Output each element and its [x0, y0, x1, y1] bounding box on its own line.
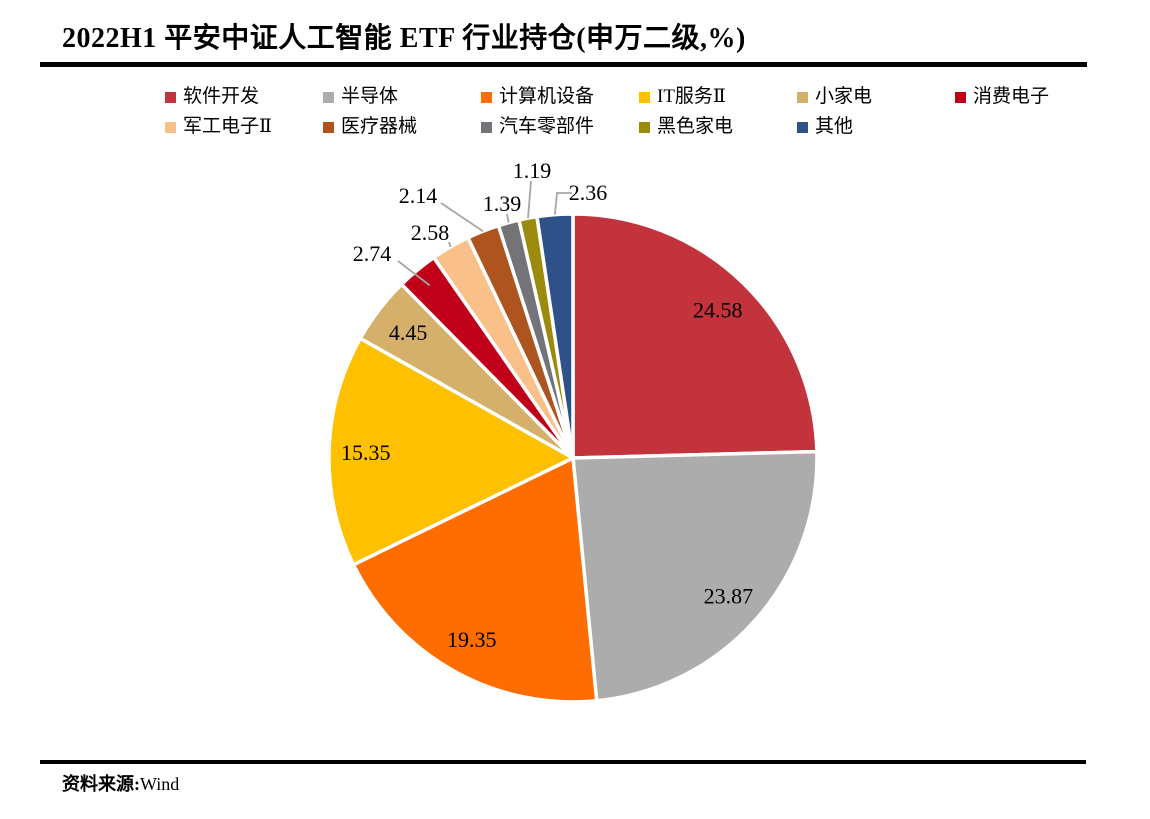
legend-marker-icon — [639, 91, 650, 103]
legend-item: IT服务Ⅱ — [639, 85, 797, 109]
legend-marker-icon — [323, 121, 334, 133]
chart-title: 2022H1 平安中证人工智能 ETF 行业持仓(申万二级,%) — [62, 23, 746, 54]
legend-item: 黑色家电 — [639, 115, 797, 139]
pie-value-label-0: 24.58 — [693, 297, 743, 322]
legend-marker-icon — [797, 91, 808, 103]
legend-label: 半导体 — [341, 86, 399, 107]
legend-item: 医疗器械 — [323, 115, 481, 139]
legend-marker-icon — [323, 91, 334, 103]
legend-marker-icon — [639, 121, 650, 133]
pie-value-label-2: 19.35 — [447, 627, 497, 652]
legend-item: 软件开发 — [165, 85, 323, 109]
legend-item: 计算机设备 — [481, 85, 639, 109]
legend-label: 汽车零部件 — [499, 116, 595, 137]
pie-slice-1 — [571, 449, 819, 703]
pie-value-label-4: 4.45 — [389, 320, 428, 345]
legend-item: 其他 — [797, 115, 955, 139]
title-divider — [40, 62, 1087, 67]
leader-line-5 — [397, 260, 431, 287]
legend-label: 小家电 — [815, 86, 873, 107]
legend-item: 半导体 — [323, 85, 481, 109]
pie-value-label-5: 2.74 — [353, 241, 392, 266]
pie-value-label-7: 2.14 — [399, 183, 438, 208]
legend-label: 软件开发 — [183, 86, 260, 107]
leader-line-7 — [440, 202, 484, 232]
pie-slice-3 — [327, 336, 575, 567]
legend-item: 军工电子Ⅱ — [165, 115, 323, 139]
legend-marker-icon — [481, 121, 492, 133]
legend-label: 军工电子Ⅱ — [183, 116, 272, 137]
pie-value-label-1: 23.87 — [704, 583, 754, 608]
pie-slice-0 — [571, 212, 819, 460]
footer-divider — [40, 760, 1086, 764]
legend-label: IT服务Ⅱ — [657, 86, 726, 107]
pie-value-label-8: 1.39 — [483, 191, 522, 216]
pie-value-label-10: 2.36 — [569, 180, 608, 205]
pie-slice-2 — [351, 456, 599, 704]
pie-value-label-9: 1.19 — [513, 158, 552, 183]
leader-line-8 — [506, 213, 510, 223]
source-note: 资料来源:Wind — [62, 770, 179, 796]
legend-item: 小家电 — [797, 85, 955, 109]
legend-label: 其他 — [815, 116, 854, 137]
leader-line-9 — [527, 180, 532, 219]
legend-label: 黑色家电 — [657, 116, 734, 137]
chart-legend-row-1: 软件开发 半导体 计算机设备 IT服务Ⅱ 小家电 消费电子 — [165, 85, 1113, 109]
legend-label: 计算机设备 — [499, 86, 595, 107]
legend-item: 汽车零部件 — [481, 115, 639, 139]
chart-legend-row-2: 军工电子Ⅱ 医疗器械 汽车零部件 黑色家电 其他 — [165, 115, 955, 139]
legend-marker-icon — [165, 91, 176, 103]
source-value: Wind — [140, 774, 180, 794]
leader-line-10 — [554, 192, 572, 215]
pie-value-label-3: 15.35 — [341, 440, 391, 465]
legend-item: 消费电子 — [955, 85, 1113, 109]
legend-marker-icon — [165, 121, 176, 133]
legend-marker-icon — [955, 91, 966, 103]
source-label: 资料来源: — [62, 774, 140, 794]
legend-label: 消费电子 — [973, 86, 1050, 107]
legend-marker-icon — [481, 91, 492, 103]
leader-line-6 — [448, 241, 452, 248]
pie-value-label-6: 2.58 — [411, 220, 450, 245]
legend-label: 医疗器械 — [341, 116, 418, 137]
legend-marker-icon — [797, 121, 808, 133]
